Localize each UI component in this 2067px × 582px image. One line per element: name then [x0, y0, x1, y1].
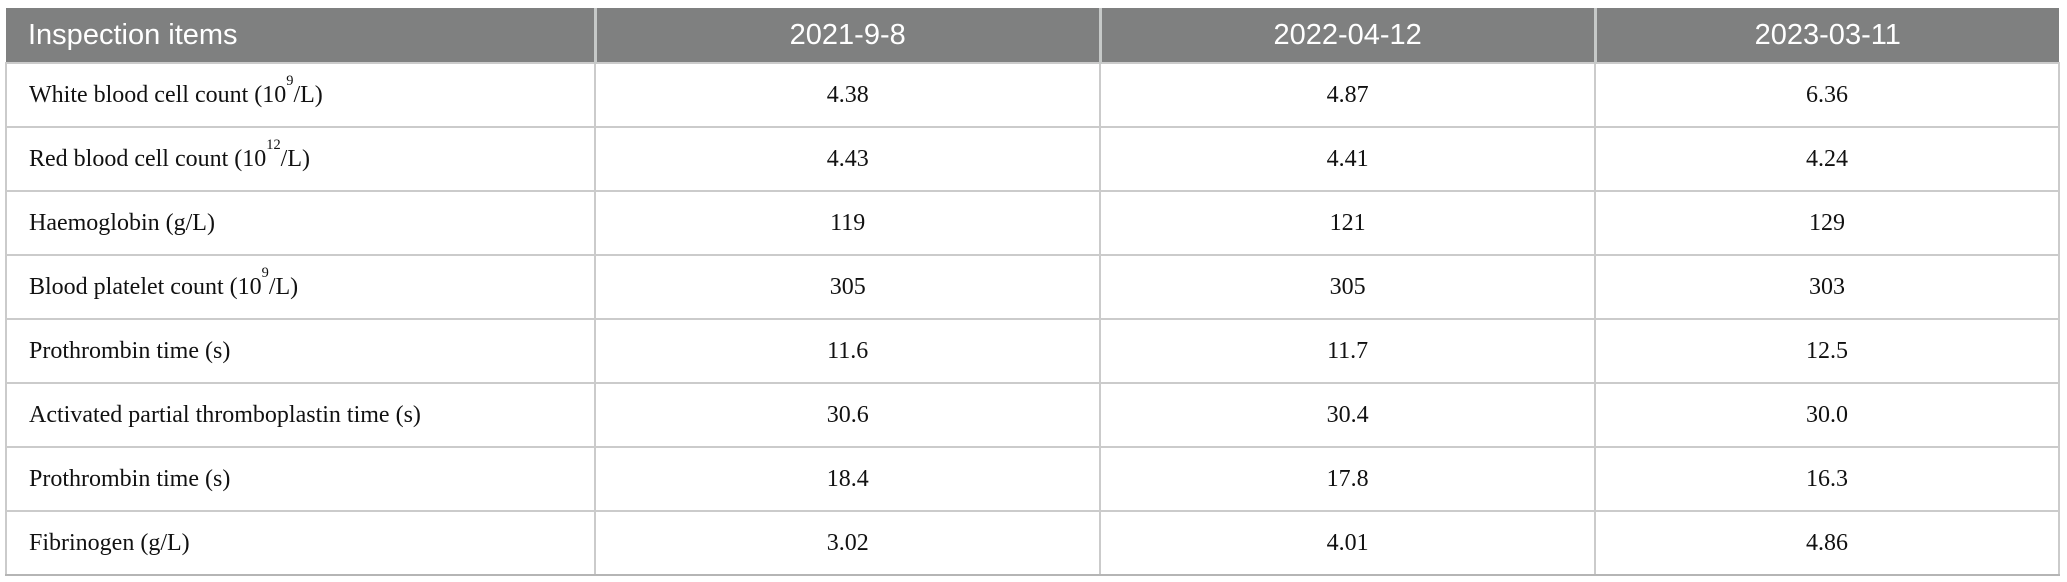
table-header-row: Inspection items 2021-9-8 2022-04-12 202…: [6, 8, 2059, 63]
value-cell: 3.02: [594, 510, 1102, 576]
table-row: Red blood cell count (1012/L) 4.43 4.41 …: [4, 126, 2060, 192]
row-item-label: Fibrinogen (g/L): [4, 510, 597, 576]
value-cell: 305: [594, 254, 1102, 320]
header-inspection-items: Inspection items: [6, 8, 596, 63]
value-cell: 129: [1594, 190, 2060, 256]
value-cell: 18.4: [594, 446, 1102, 512]
row-item-label: Haemoglobin (g/L): [4, 190, 597, 256]
value-cell: 11.6: [594, 318, 1102, 384]
value-cell: 30.6: [594, 382, 1102, 448]
inspection-results-table: Inspection items 2021-9-8 2022-04-12 202…: [4, 8, 2060, 576]
row-item-label: Prothrombin time (s): [4, 446, 597, 512]
table-row: White blood cell count (109/L) 4.38 4.87…: [4, 62, 2060, 128]
row-item-label: Prothrombin time (s): [4, 318, 597, 384]
table-row: Blood platelet count (109/L) 305 305 303: [4, 254, 2060, 320]
header-date-2023: 2023-03-11: [1593, 8, 2059, 63]
row-item-label: Activated partial thromboplastin time (s…: [4, 382, 597, 448]
row-item-label: Red blood cell count (1012/L): [4, 126, 597, 192]
row-item-label: White blood cell count (109/L): [4, 62, 597, 128]
value-cell: 4.41: [1099, 126, 1596, 192]
table-row: Prothrombin time (s) 18.4 17.8 16.3: [4, 446, 2060, 512]
table-row: Activated partial thromboplastin time (s…: [4, 382, 2060, 448]
table-row: Prothrombin time (s) 11.6 11.7 12.5: [4, 318, 2060, 384]
value-cell: 6.36: [1594, 62, 2060, 128]
table-row: Haemoglobin (g/L) 119 121 129: [4, 190, 2060, 256]
value-cell: 121: [1099, 190, 1596, 256]
value-cell: 17.8: [1099, 446, 1596, 512]
value-cell: 4.86: [1594, 510, 2060, 576]
header-date-2022: 2022-04-12: [1098, 8, 1595, 63]
value-cell: 4.87: [1099, 62, 1596, 128]
value-cell: 11.7: [1099, 318, 1596, 384]
unit-superscript: 12: [266, 136, 281, 153]
value-cell: 4.24: [1594, 126, 2060, 192]
row-item-label: Blood platelet count (109/L): [4, 254, 597, 320]
unit-superscript: 9: [261, 264, 269, 281]
value-cell: 30.4: [1099, 382, 1596, 448]
value-cell: 305: [1099, 254, 1596, 320]
unit-superscript: 9: [286, 72, 294, 89]
value-cell: 12.5: [1594, 318, 2060, 384]
value-cell: 30.0: [1594, 382, 2060, 448]
value-cell: 4.01: [1099, 510, 1596, 576]
value-cell: 119: [594, 190, 1102, 256]
value-cell: 16.3: [1594, 446, 2060, 512]
table-row: Fibrinogen (g/L) 3.02 4.01 4.86: [4, 510, 2060, 576]
value-cell: 4.43: [594, 126, 1102, 192]
value-cell: 303: [1594, 254, 2060, 320]
value-cell: 4.38: [594, 62, 1102, 128]
header-date-2021: 2021-9-8: [593, 8, 1101, 63]
